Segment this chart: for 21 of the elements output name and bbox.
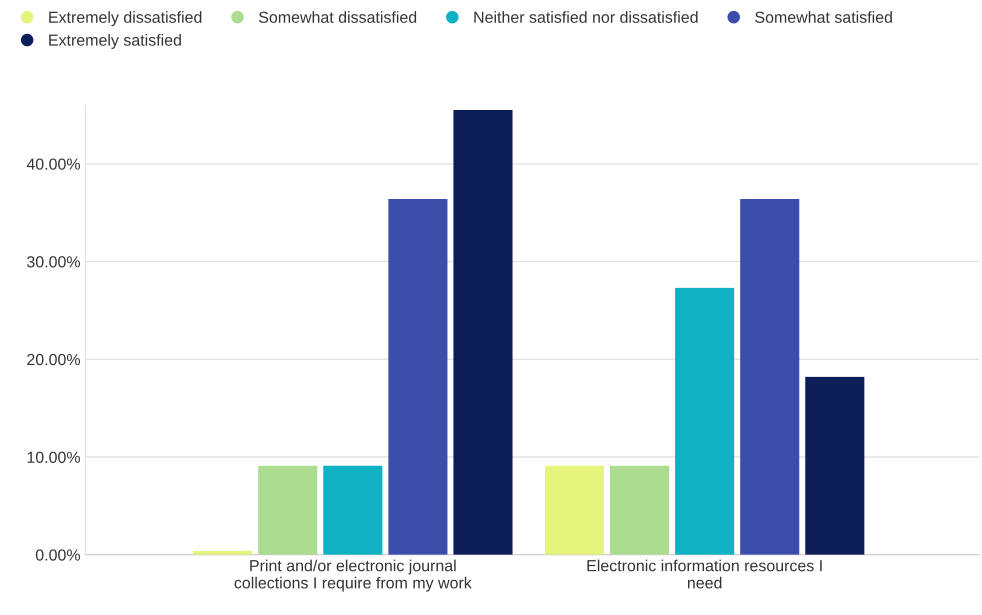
bar — [453, 110, 513, 555]
bar — [258, 466, 318, 555]
bar — [610, 466, 670, 555]
bar — [544, 466, 604, 555]
legend-label: Somewhat dissatisfied — [258, 11, 416, 23]
legend-label: Extremely dissatisfied — [49, 11, 202, 26]
bar — [675, 288, 734, 555]
y-tick-label: 30.00% — [27, 256, 80, 268]
bar — [740, 198, 800, 555]
bar — [805, 376, 864, 555]
legend-label: Neither satisfied nor dissatisfied — [474, 11, 698, 23]
y-tick-label: 40.00% — [26, 158, 80, 170]
y-tick-label: 0.00% — [36, 549, 80, 561]
bar — [323, 466, 382, 555]
y-tick-label: 20.00% — [27, 354, 80, 366]
legend-label: Somewhat satisfied — [755, 11, 892, 23]
y-tick-label: 10.00% — [28, 452, 80, 463]
x-tick-label: Electronic information resources I need — [587, 560, 822, 589]
legend-label: Extremely satisfied — [49, 34, 181, 49]
bar — [388, 198, 448, 555]
x-tick-label: Print and/or electronic journal collections I require from my work — [234, 560, 472, 592]
